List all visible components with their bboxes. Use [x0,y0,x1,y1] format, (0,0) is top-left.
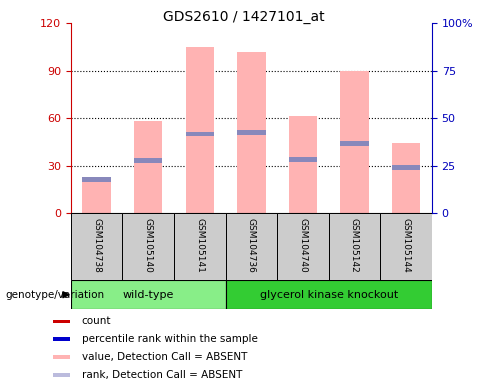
Text: genotype/variation: genotype/variation [5,290,104,300]
Bar [237,51,265,213]
Bar [134,121,163,213]
Bar [53,337,70,341]
Bar [392,144,420,213]
Bar [185,47,214,213]
Bar [380,213,432,280]
Text: wild-type: wild-type [122,290,174,300]
Bar [340,141,369,146]
Bar [277,213,329,280]
Bar [53,355,70,359]
Text: GSM105144: GSM105144 [402,218,410,273]
Bar [174,213,225,280]
Bar [185,132,214,136]
Bar [82,182,111,213]
Bar [225,280,432,309]
Text: GSM105142: GSM105142 [350,218,359,273]
Text: value, Detection Call = ABSENT: value, Detection Call = ABSENT [82,352,247,362]
Bar [237,130,265,135]
Text: rank, Detection Call = ABSENT: rank, Detection Call = ABSENT [82,370,242,380]
Text: percentile rank within the sample: percentile rank within the sample [82,334,258,344]
Bar [340,71,369,213]
Bar [392,165,420,170]
Bar [53,373,70,377]
Bar [71,213,122,280]
Text: GSM104740: GSM104740 [298,218,307,273]
Text: glycerol kinase knockout: glycerol kinase knockout [260,290,398,300]
Text: GDS2610 / 1427101_at: GDS2610 / 1427101_at [163,10,325,23]
Bar [71,280,225,309]
Bar [122,213,174,280]
Text: GSM104738: GSM104738 [92,218,101,273]
Text: GSM104736: GSM104736 [247,218,256,273]
Bar [225,213,277,280]
Text: count: count [82,316,111,326]
Bar [289,157,317,162]
Bar [82,177,111,182]
Bar [53,319,70,323]
Bar [329,213,380,280]
Text: GSM105141: GSM105141 [195,218,204,273]
Bar [134,159,163,163]
Text: GSM105140: GSM105140 [143,218,153,273]
Bar [289,116,317,213]
